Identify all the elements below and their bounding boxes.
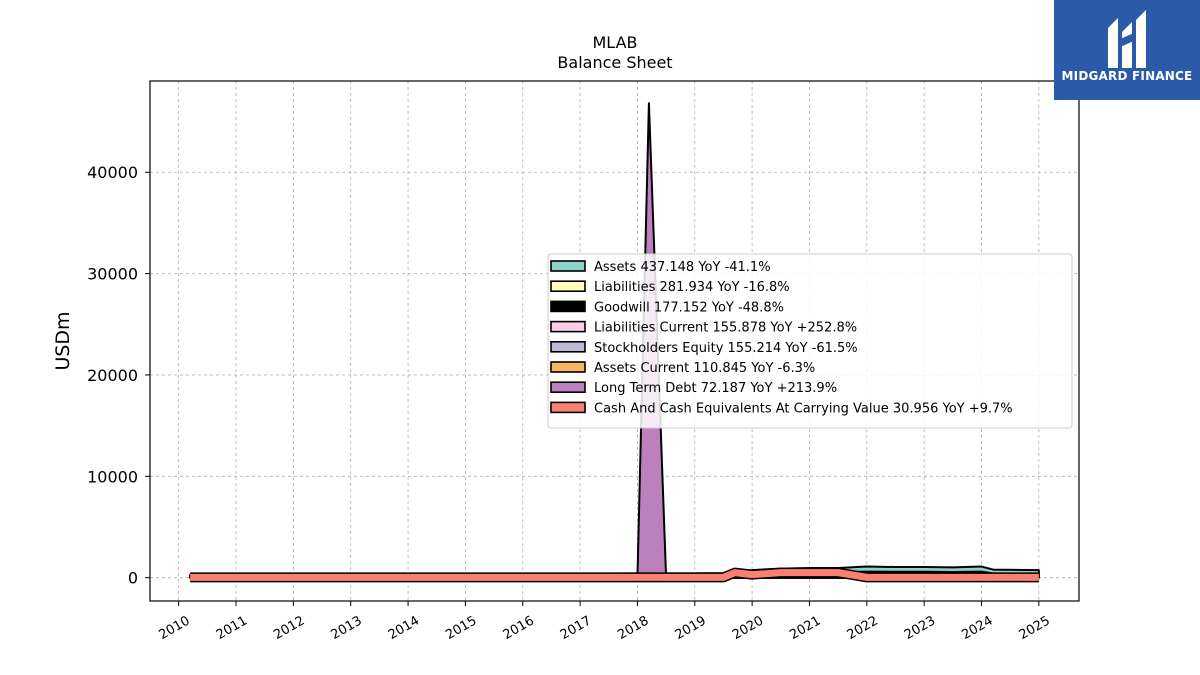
x-tick-label: 2011 [214,613,250,643]
legend-entry-label: Stockholders Equity 155.214 YoY -61.5% [594,341,858,356]
legend-entry-label: Long Term Debt 72.187 YoY +213.9% [594,381,837,396]
legend-entry-label: Goodwill 177.152 YoY -48.8% [594,300,784,315]
x-tick-label: 2013 [329,613,365,643]
y-axis-label: USDm [52,311,74,370]
legend-swatch [550,260,586,272]
y-tick-label: 40000 [87,163,138,182]
series-areas [189,102,1040,583]
cash-band-fill [190,569,1039,581]
legend-swatch [550,300,586,313]
legend: Assets 437.148 YoY -41.1% Liabilities 281… [547,253,1073,429]
x-tick-label: 2023 [902,613,938,643]
x-tick-label: 2010 [157,613,193,643]
legend-entry-label: Cash And Cash Equivalents At Carrying Va… [594,401,1013,416]
brand-name: MIDGARD FINANCE [1061,69,1193,83]
y-tick-label: 0 [128,569,138,588]
x-tick-label: 2012 [271,613,307,643]
legend-swatch [550,401,586,414]
y-axis: 0 10000 20000 30000 40000 [87,163,150,588]
brand-logo-box: MIDGARD FINANCE [1054,0,1200,100]
x-tick-label: 2014 [386,613,422,643]
midgard-logo-icon [1108,10,1146,68]
x-tick-label: 2018 [615,613,651,643]
x-tick-label: 2025 [1017,613,1053,643]
y-tick-label: 10000 [87,467,138,486]
x-tick-label: 2017 [558,613,594,643]
legend-entry-label: Assets Current 110.845 YoY -6.3% [594,361,815,376]
legend-entry-label: Liabilities 281.934 YoY -16.8% [594,280,790,295]
legend-entry-label: Liabilities Current 155.878 YoY +252.8% [594,321,857,336]
x-tick-label: 2019 [673,613,709,643]
plot-frame [149,80,1080,602]
chart-subtitle: Balance Sheet [557,53,672,72]
x-tick-label: 2021 [787,613,823,643]
legend-entry-label: Assets 437.148 YoY -41.1% [594,260,771,275]
y-tick-label: 30000 [87,265,138,284]
x-axis: 2010 2011 2012 2013 2014 2015 2016 2017 2018 2019… [157,601,1053,643]
y-tick-label: 20000 [87,366,138,385]
x-tick-label: 2015 [443,613,479,643]
x-tick-label: 2016 [501,613,537,643]
x-tick-label: 2020 [730,613,766,643]
legend-swatch [550,340,586,353]
chart-title: MLAB [592,33,637,52]
x-tick-label: 2022 [845,613,881,643]
legend-swatch [550,361,586,373]
legend-swatch [550,320,586,333]
x-tick-label: 2024 [959,613,995,643]
legend-swatch [550,381,586,394]
legend-swatch [550,280,586,293]
legend-box [547,253,1073,429]
